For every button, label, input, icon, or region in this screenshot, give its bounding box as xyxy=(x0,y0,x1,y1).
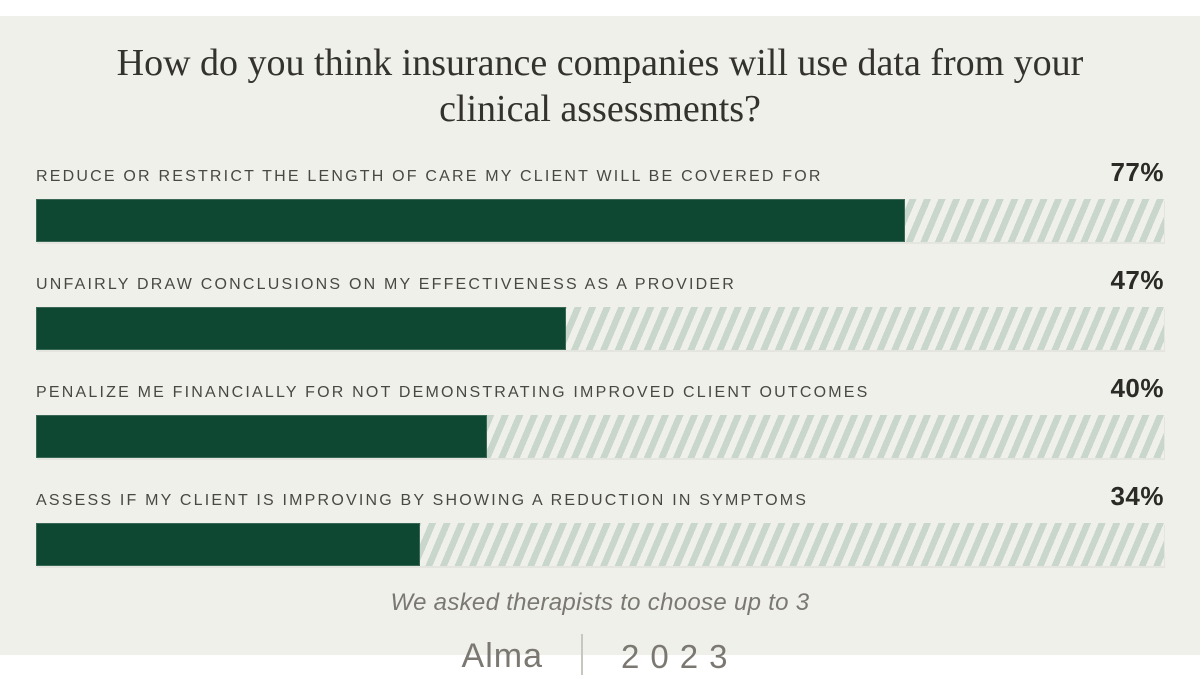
category-label: PENALIZE ME FINANCIALLY FOR NOT DEMONSTR… xyxy=(36,383,870,401)
bar-row-header: UNFAIRLY DRAW CONCLUSIONS ON MY EFFECTIV… xyxy=(36,265,1164,296)
survey-footnote: We asked therapists to choose up to 3 xyxy=(390,588,810,616)
footer-divider xyxy=(581,633,584,675)
bar-fill xyxy=(36,306,567,350)
value-label: 77% xyxy=(1110,156,1164,187)
bar-row-header: REDUCE OR RESTRICT THE LENGTH OF CARE MY… xyxy=(36,157,1164,188)
bar-fill xyxy=(36,522,420,566)
bar-track xyxy=(36,522,1164,566)
footer-year: 2023 xyxy=(621,637,739,675)
bar-track xyxy=(36,414,1164,458)
bar-track xyxy=(36,198,1164,242)
bar-row: PENALIZE ME FINANCIALLY FOR NOT DEMONSTR… xyxy=(36,373,1164,458)
bar-row-header: ASSESS IF MY CLIENT IS IMPROVING BY SHOW… xyxy=(36,481,1164,512)
value-label: 47% xyxy=(1110,264,1164,295)
chart-title: How do you think insurance companies wil… xyxy=(116,42,1084,131)
footer: Alma 2023 xyxy=(36,633,1164,675)
category-label: UNFAIRLY DRAW CONCLUSIONS ON MY EFFECTIV… xyxy=(36,275,736,293)
value-label: 40% xyxy=(1110,372,1164,403)
bar-fill xyxy=(36,198,905,242)
bar-fill xyxy=(36,414,488,458)
category-label: REDUCE OR RESTRICT THE LENGTH OF CARE MY… xyxy=(36,167,823,185)
bar-row: ASSESS IF MY CLIENT IS IMPROVING BY SHOW… xyxy=(36,481,1164,566)
bar-row-header: PENALIZE ME FINANCIALLY FOR NOT DEMONSTR… xyxy=(36,373,1164,404)
category-label: ASSESS IF MY CLIENT IS IMPROVING BY SHOW… xyxy=(36,491,809,509)
alma-logo: Alma xyxy=(461,637,544,675)
value-label: 34% xyxy=(1110,480,1164,511)
bar-row: REDUCE OR RESTRICT THE LENGTH OF CARE MY… xyxy=(36,157,1164,242)
bar-row: UNFAIRLY DRAW CONCLUSIONS ON MY EFFECTIV… xyxy=(36,265,1164,350)
chart-panel: How do you think insurance companies wil… xyxy=(0,16,1200,675)
bar-chart: REDUCE OR RESTRICT THE LENGTH OF CARE MY… xyxy=(36,157,1164,566)
bar-track xyxy=(36,306,1164,350)
